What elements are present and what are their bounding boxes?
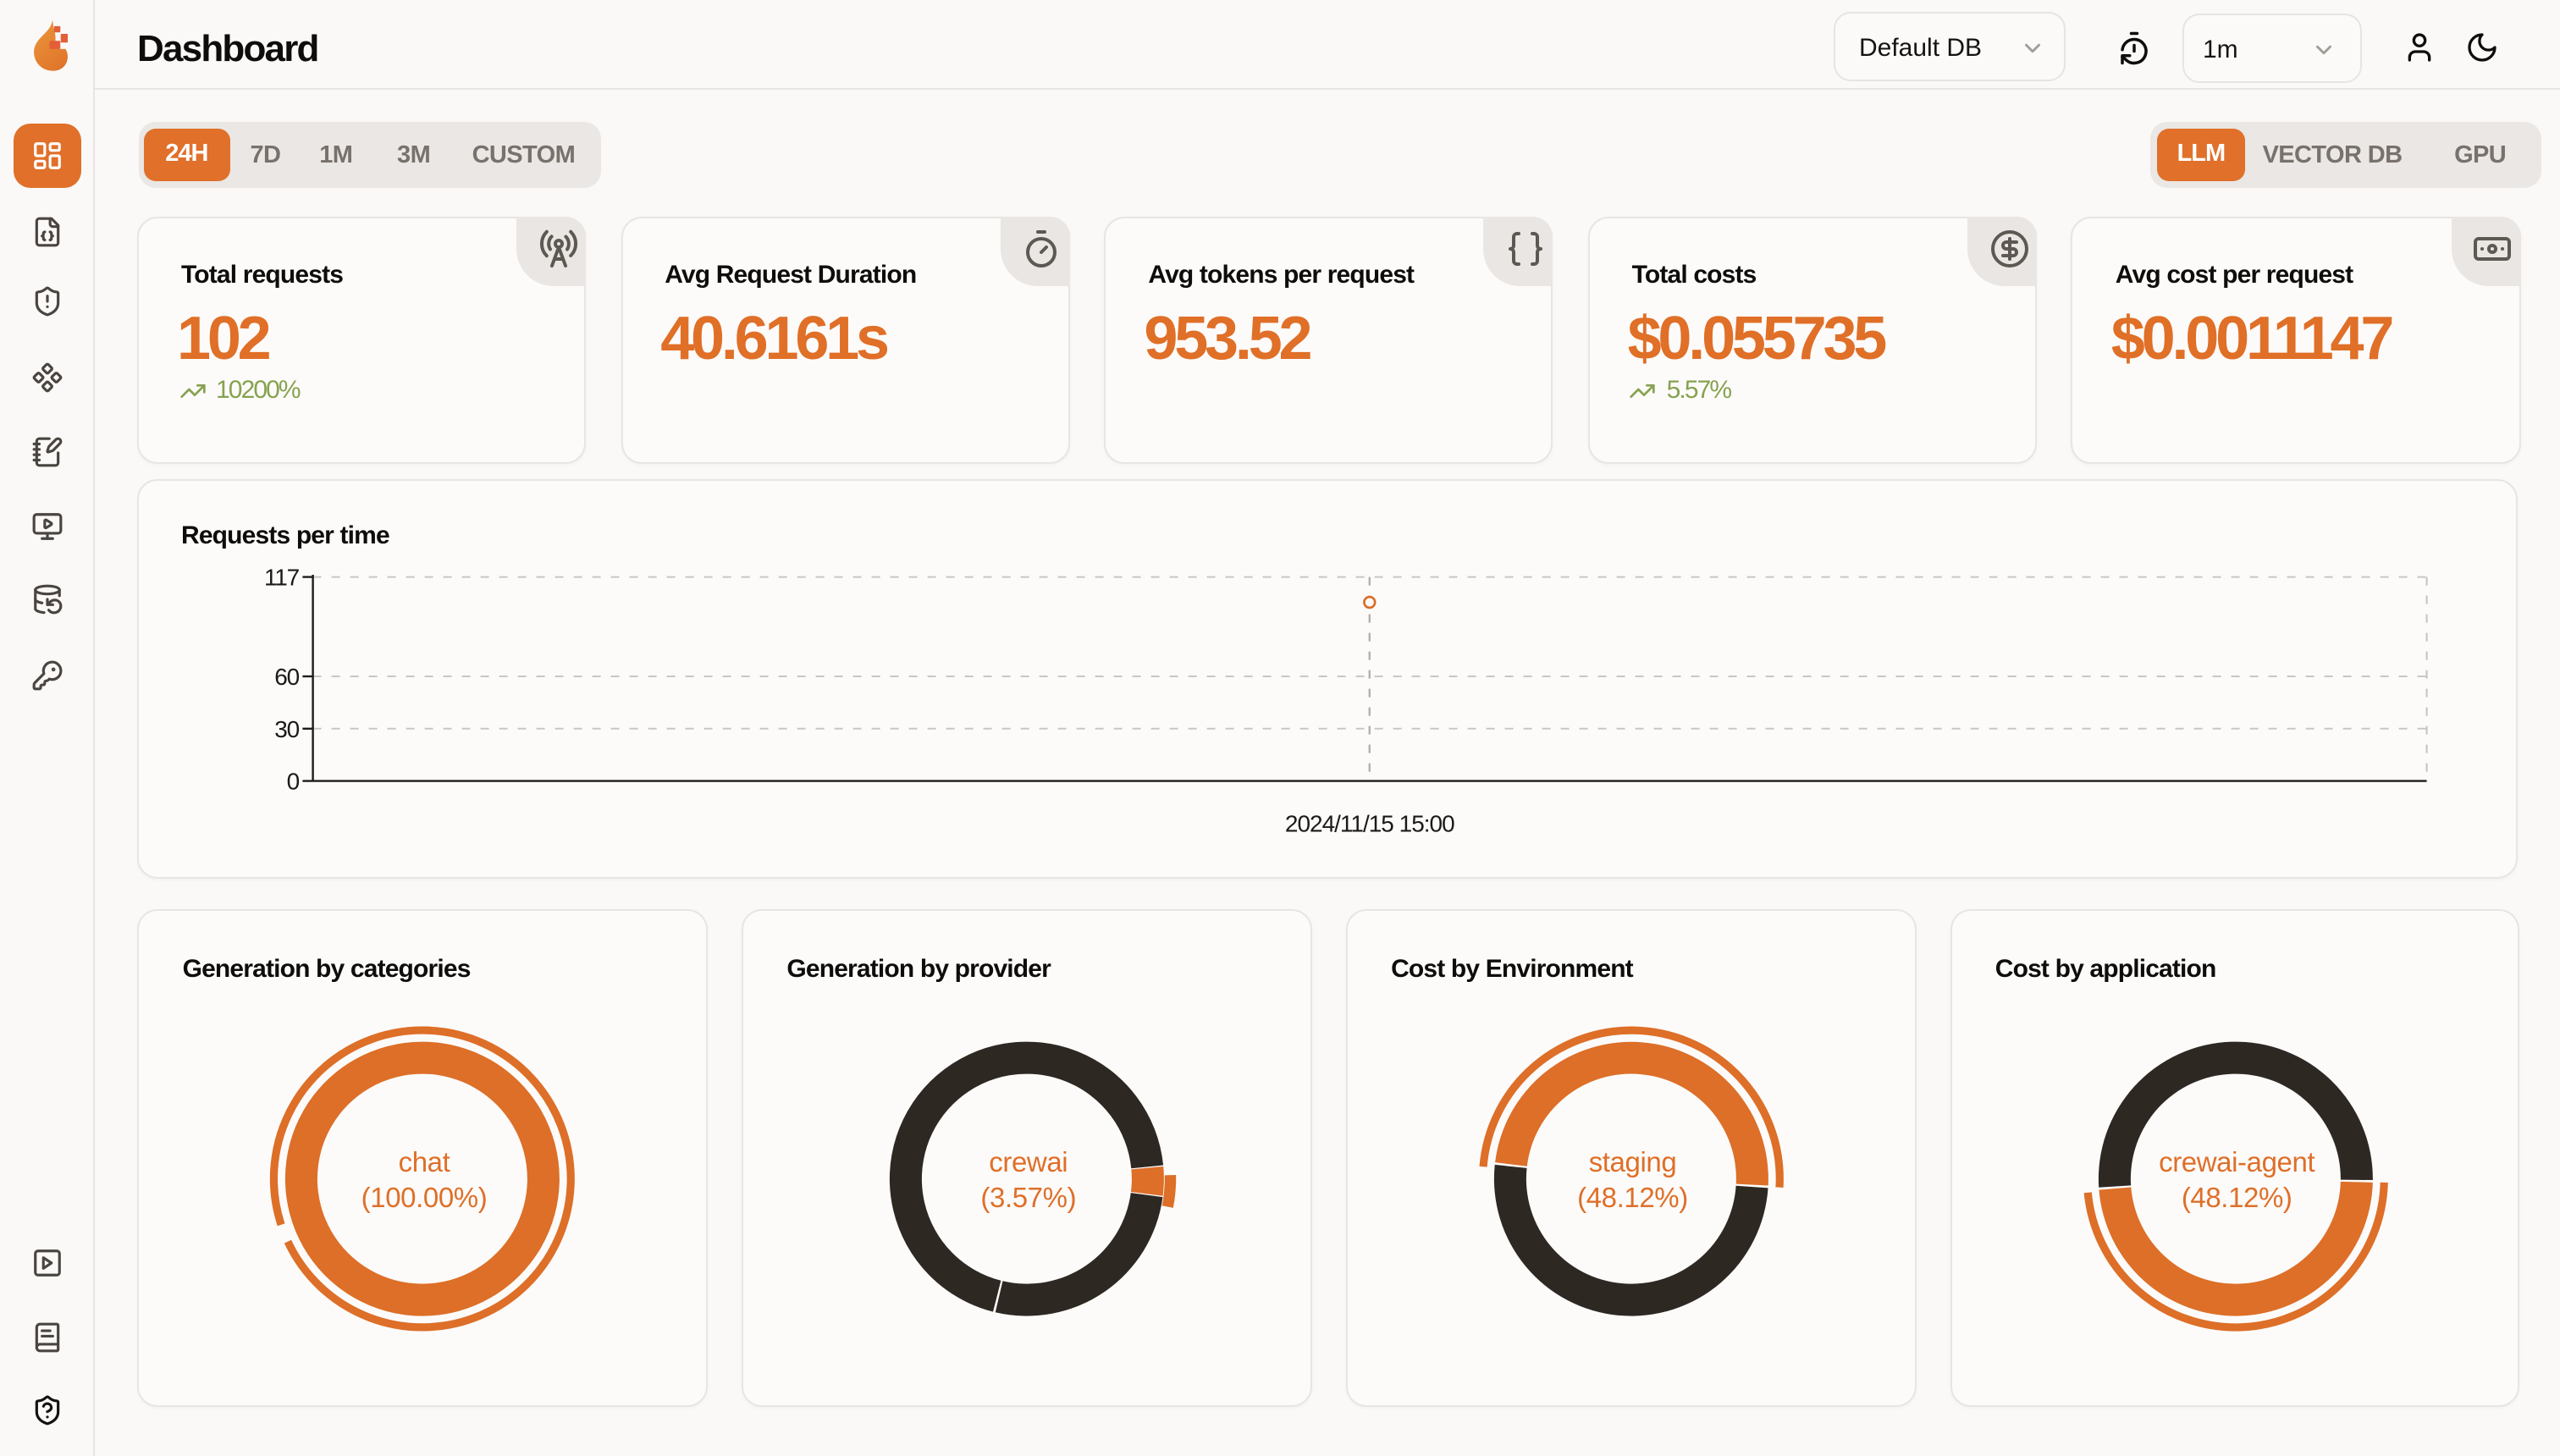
svg-text:2024/11/15 15:00: 2024/11/15 15:00 [1285, 810, 1454, 836]
svg-text:117: 117 [264, 564, 300, 590]
svg-text:0: 0 [287, 768, 300, 794]
svg-text:60: 60 [274, 663, 299, 689]
svg-text:30: 30 [274, 715, 299, 742]
